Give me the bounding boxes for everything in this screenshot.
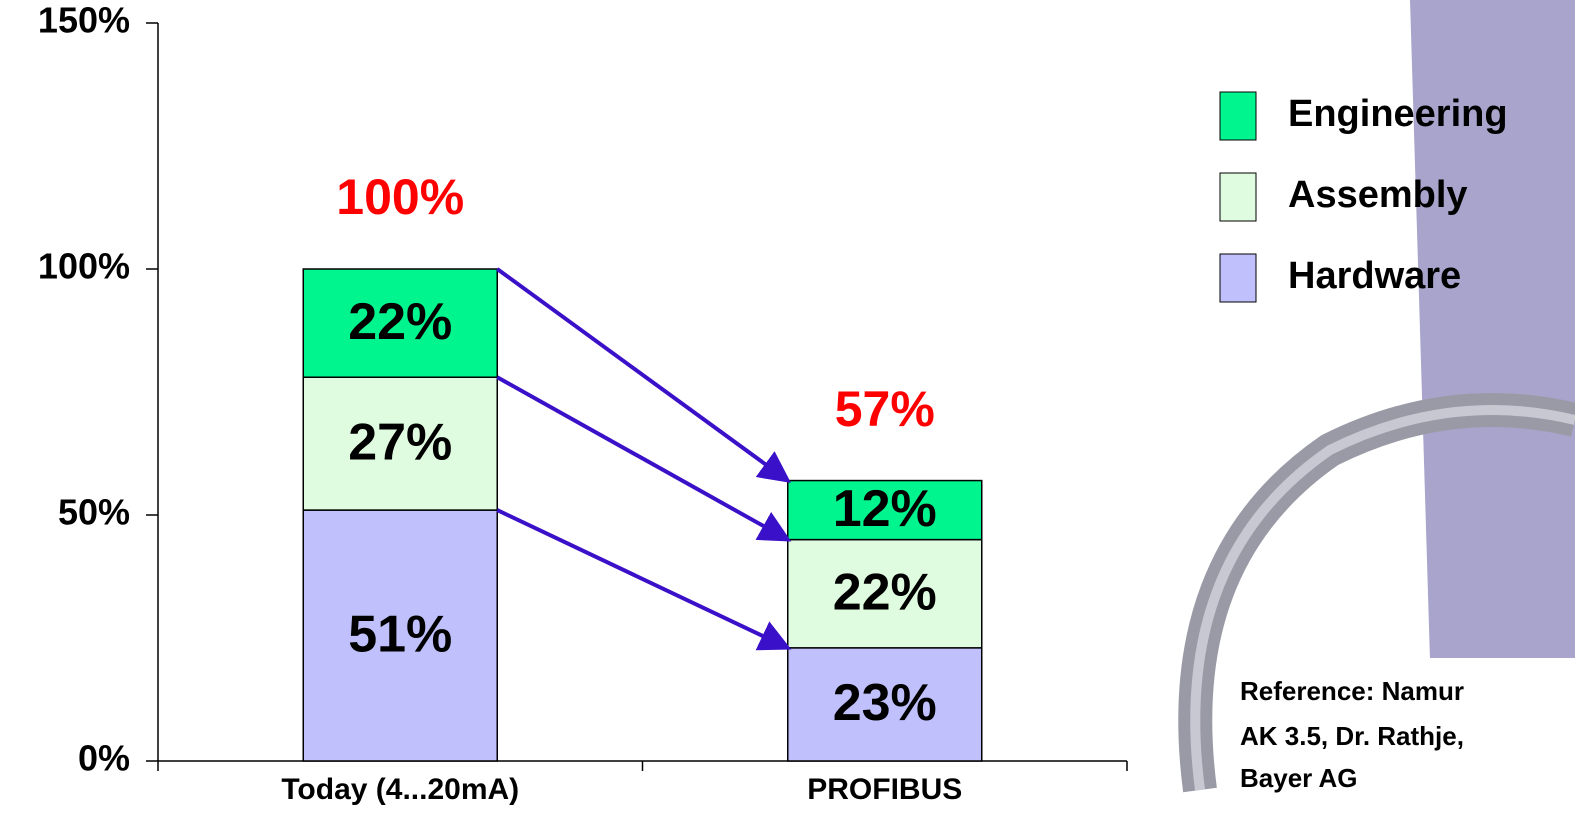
data-label: 23% xyxy=(833,674,937,732)
data-label: 12% xyxy=(833,480,937,538)
data-label: 22% xyxy=(833,563,937,621)
y-tick-label: 0% xyxy=(78,738,130,779)
data-label: 22% xyxy=(348,293,452,351)
annotation: Bayer AG xyxy=(1240,763,1358,793)
y-tick-label: 150% xyxy=(38,0,130,41)
bar-segment xyxy=(302,268,498,378)
x-tick-label: PROFIBUS xyxy=(807,773,962,806)
data-label: 51% xyxy=(348,605,452,663)
bar-segment xyxy=(302,376,498,511)
photo-cable-highlight xyxy=(1190,405,1575,791)
legend-label: Engineering xyxy=(1288,93,1508,135)
background-photo xyxy=(1178,0,1575,816)
arrow xyxy=(496,375,792,542)
legend-swatch xyxy=(1219,91,1257,141)
bar-segment xyxy=(787,538,983,649)
data-label: 27% xyxy=(348,413,452,471)
bar-segment xyxy=(787,479,983,541)
y-tick-label: 50% xyxy=(58,492,130,533)
total-label: 100% xyxy=(336,169,464,225)
x-tick-label: Today (4...20mA) xyxy=(281,773,519,806)
legend-label: Hardware xyxy=(1288,255,1461,297)
annotation: AK 3.5, Dr. Rathje, xyxy=(1240,721,1464,751)
bar-segment xyxy=(787,647,983,762)
bar-segment xyxy=(302,509,498,762)
photo-panel xyxy=(1410,0,1575,660)
legend-swatch xyxy=(1219,172,1257,222)
arrow xyxy=(496,508,792,651)
annotation: Reference: Namur xyxy=(1240,676,1464,706)
y-tick-label: 100% xyxy=(38,246,130,287)
annotation-box xyxy=(1225,658,1575,816)
legend-label: Assembly xyxy=(1288,174,1468,216)
legend-swatch xyxy=(1219,253,1257,303)
arrow xyxy=(496,267,791,483)
total-label: 57% xyxy=(835,381,935,437)
